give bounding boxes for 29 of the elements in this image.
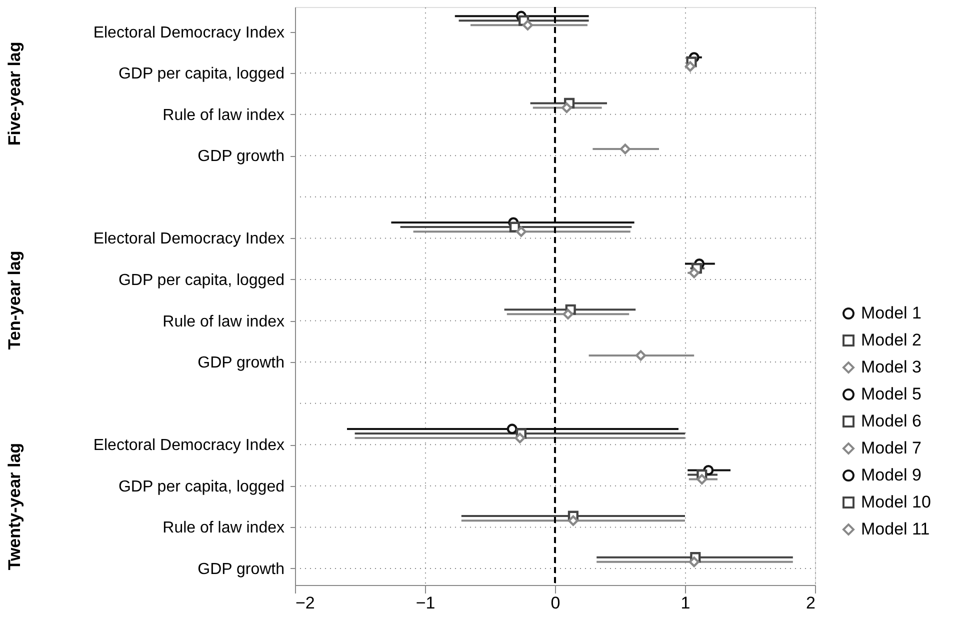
x-tick-label: 2 (806, 594, 816, 612)
legend-label: Model 6 (861, 412, 922, 430)
y-tick-label: GDP per capita, logged (118, 272, 284, 289)
y-tick-label: Electoral Democracy Index (93, 230, 284, 248)
y-tick-label: GDP per capita, logged (118, 66, 284, 83)
x-tick-label: −2 (296, 594, 315, 612)
legend-label: Model 9 (861, 466, 922, 484)
text: Twenty-year lag (5, 442, 24, 570)
x-tick-label: −1 (416, 594, 436, 612)
legend-label: Model 1 (861, 304, 922, 322)
legend-label: Model 11 (861, 520, 930, 538)
y-tick-label: GDP growth (198, 560, 284, 578)
text: Five-year lag (5, 42, 24, 146)
y-tick-label: GDP growth (198, 354, 284, 372)
y-tick-label: GDP growth (198, 148, 284, 166)
x-tick-label: 1 (680, 594, 690, 612)
x-tick-label: 0 (550, 594, 560, 612)
y-tick-label: Rule of law index (162, 106, 284, 124)
y-tick-label: Rule of law index (162, 313, 284, 330)
legend-label: Model 7 (861, 438, 922, 458)
legend-label: Model 5 (861, 384, 922, 404)
y-tick-label: Rule of law index (162, 520, 284, 537)
y-tick-label: Electoral Democracy Index (93, 437, 284, 454)
legend-label: Model 2 (861, 330, 922, 350)
y-tick-label: GDP per capita, logged (118, 478, 284, 496)
text: Ten-year lag (5, 250, 24, 350)
y-tick-label: Electoral Democracy Index (93, 24, 284, 42)
legend-label: Model 3 (861, 358, 922, 376)
legend-label: Model 10 (861, 492, 931, 512)
